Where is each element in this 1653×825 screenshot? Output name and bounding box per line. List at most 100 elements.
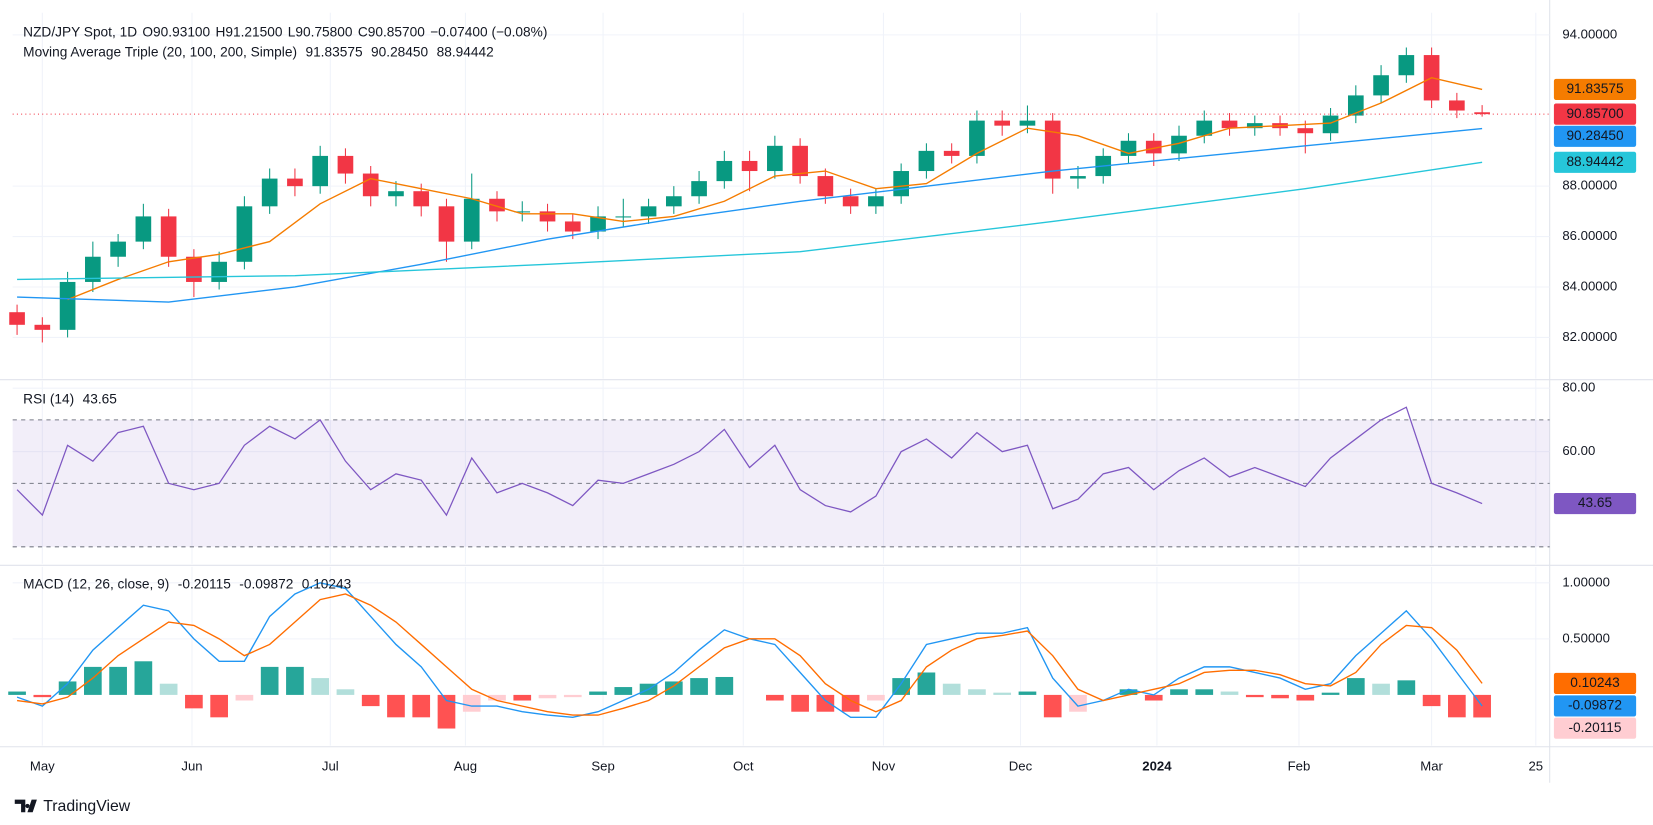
candle-body (893, 171, 909, 197)
price-tag-label: 91.83575 (1566, 81, 1623, 96)
histogram-bar (210, 694, 228, 718)
histogram-bar (917, 672, 936, 695)
histogram-bar (84, 666, 102, 695)
candle-body (261, 178, 278, 207)
legend-text: O (142, 24, 153, 39)
histogram-bar (715, 676, 734, 695)
y-tick-label: 88.00000 (1562, 178, 1617, 193)
candle-body (1246, 123, 1263, 129)
histogram-bar (159, 683, 178, 695)
histogram-bar (8, 691, 26, 695)
histogram-bar (1321, 692, 1340, 695)
legend-text: H (215, 24, 225, 39)
candle-body (590, 216, 606, 232)
histogram-bar (1195, 689, 1214, 695)
candle-body (514, 211, 531, 213)
histogram-bar (664, 681, 683, 695)
candle-body (110, 241, 126, 257)
x-tick-label: Aug (454, 758, 477, 773)
legend-text: 0.10243 (302, 577, 352, 592)
histogram-bar (488, 694, 506, 701)
candle-body (438, 206, 455, 242)
brand: TradingView (14, 798, 131, 815)
candle-body (1449, 100, 1465, 111)
price-tag (1553, 717, 1637, 739)
histogram-bar (1397, 680, 1416, 695)
histogram-bar (513, 694, 532, 701)
candle-body (287, 178, 303, 187)
candle-body (741, 160, 758, 172)
candle-body (186, 256, 202, 282)
price-tag-label: 90.85700 (1566, 106, 1623, 121)
moving-average-line (17, 127, 1483, 303)
x-tick-label: Mar (1420, 758, 1443, 773)
x-tick-label: Feb (1288, 758, 1311, 773)
candle-body (85, 256, 101, 282)
x-tick-label: 2024 (1142, 758, 1172, 773)
legend-text: 91.21500 (225, 24, 282, 39)
price-tag (1553, 78, 1637, 101)
candle-body (615, 216, 632, 218)
candle-body (1070, 176, 1086, 179)
candle-body (1171, 135, 1187, 154)
candle-body (236, 206, 253, 262)
candle-body (1145, 140, 1162, 154)
x-tick-label: Dec (1009, 758, 1033, 773)
histogram-bar (1069, 694, 1087, 712)
histogram-bar (109, 666, 127, 695)
histogram-bar (538, 694, 557, 699)
histogram-bar (968, 689, 986, 695)
candle-body (792, 145, 808, 177)
candle-body (640, 206, 657, 217)
legend-text: −0.07400 (−0.08%) (430, 24, 547, 39)
candle-body (337, 155, 354, 174)
candle-body (1373, 75, 1389, 96)
price-tag (1553, 672, 1637, 695)
histogram-bar (336, 689, 355, 695)
x-tick-label: Sep (591, 758, 614, 773)
legend-text: 43.65 (83, 391, 118, 406)
candle-body (842, 196, 859, 207)
histogram-bar (1448, 694, 1466, 718)
moving-average-line (67, 77, 1483, 301)
x-tick-label: 25 (1528, 758, 1543, 773)
x-tick-label: Jun (181, 758, 202, 773)
candle-body (312, 155, 329, 187)
histogram-bar (942, 683, 961, 695)
histogram-bar (563, 694, 582, 698)
candle-body (1347, 95, 1364, 116)
candle-body (362, 173, 379, 197)
histogram-bar (1346, 678, 1365, 695)
price-tag (1553, 695, 1637, 717)
histogram-bar (1144, 694, 1163, 701)
legend-text: RSI (14) (23, 391, 74, 406)
histogram-bar (589, 691, 607, 695)
y-tick-label: 94.00000 (1562, 26, 1617, 41)
histogram-bar (1372, 683, 1390, 695)
candle-body (767, 145, 783, 172)
price-tag (1553, 103, 1637, 125)
histogram-bar (766, 694, 784, 701)
histogram-bar (58, 681, 77, 695)
macd-line (16, 593, 1483, 716)
histogram-bar (816, 694, 835, 712)
histogram-bar (1018, 691, 1037, 695)
candle-body (211, 261, 227, 282)
legend-text: 88.94442 (437, 44, 494, 59)
legend-text: -0.20115 (178, 577, 231, 592)
histogram-bar (867, 694, 885, 701)
histogram-bar (311, 678, 330, 695)
histogram-bar (614, 687, 633, 695)
legend-text: 90.85700 (368, 24, 425, 39)
price-tag-label: 88.94442 (1566, 154, 1623, 169)
histogram-bar (1271, 694, 1289, 699)
legend-text: L (288, 24, 296, 39)
rsi-line (16, 406, 1483, 517)
histogram-bar (1119, 689, 1138, 695)
candle-body (691, 181, 707, 197)
price-tag (1553, 492, 1637, 515)
candle-body (994, 120, 1011, 126)
candle-body (918, 150, 935, 172)
histogram-bar (1043, 694, 1062, 718)
